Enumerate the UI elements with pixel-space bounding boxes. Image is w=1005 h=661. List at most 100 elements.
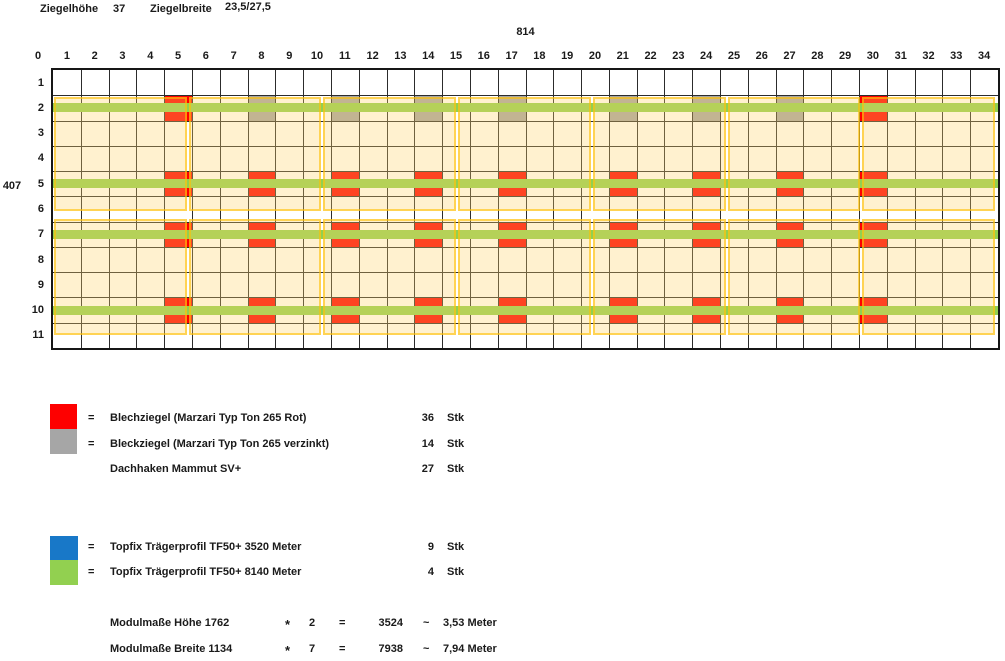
col-label-27: 27 (783, 50, 796, 62)
tile-width-label: Ziegelbreite (150, 3, 212, 15)
calc-result: 7938 (378, 643, 403, 655)
row-label-5: 5 (37, 177, 44, 190)
grid-col-labels: 0 1 2 3 4 5 6 7 8 9 10 11 12 13 14 15 16 17 18 19 20 21 22 23 24… (35, 50, 998, 63)
row-label-4: 4 (37, 152, 44, 165)
col-label-20: 20 (588, 50, 602, 62)
row-label-3: 3 (37, 127, 44, 140)
col-label-18: 18 (533, 50, 546, 62)
legend-qty: 4 (427, 566, 434, 578)
legend-row-profil-8140: = Topfix Trägerprofil TF50+ 8140 Meter 4… (0, 566, 1005, 580)
equals-sign: = (339, 643, 346, 655)
legend-label: Blechziegel (Marzari Typ Ton 265 Rot) (110, 412, 307, 424)
col-label-1: 1 (63, 50, 70, 62)
legend-unit: Stk (447, 566, 465, 578)
calc-label: Modulmaße Höhe 1762 (110, 617, 230, 629)
legend-label: Topfix Trägerprofil TF50+ 3520 Meter (110, 541, 302, 553)
calc-factor: 7 (309, 643, 316, 655)
approx-sign: ~ (423, 617, 430, 629)
origin-label: 0 (34, 50, 42, 62)
col-label-6: 6 (202, 50, 209, 62)
equals-sign: = (88, 566, 95, 578)
row-label-6: 6 (37, 203, 44, 215)
multiply-sign: * (285, 643, 291, 658)
col-label-23: 23 (672, 50, 685, 62)
tile-width-value: 23,5/27,5 (225, 1, 271, 13)
mounting-rail-green (53, 103, 998, 113)
grid-line-horizontal (53, 272, 998, 274)
legend-swatch-red (50, 404, 77, 429)
legend-qty: 14 (421, 438, 434, 450)
row-label-7: 7 (37, 228, 44, 241)
legend-unit: Stk (447, 412, 465, 424)
col-label-31: 31 (894, 50, 907, 62)
tile-height-label: Ziegelhöhe (40, 3, 99, 15)
col-label-14: 14 (422, 50, 435, 62)
legend-swatch-gray (50, 429, 77, 454)
col-label-26: 26 (755, 50, 768, 62)
row-label-8: 8 (37, 253, 44, 266)
tile-grid (51, 68, 1000, 350)
col-label-11: 11 (339, 50, 351, 62)
col-label-17: 17 (505, 50, 518, 62)
legend-row-blechziegel-verzinkt: = Bleckziegel (Marzari Typ Ton 265 verzi… (0, 438, 1005, 452)
equals-sign: = (88, 541, 95, 553)
col-label-21: 21 (616, 50, 629, 62)
legend-label: Dachhaken Mammut SV+ (110, 463, 242, 475)
equals-sign: = (88, 412, 95, 424)
grid-line-horizontal (53, 297, 998, 299)
col-label-5: 5 (175, 50, 182, 62)
calc-row-module-height: Modulmaße Höhe 1762 * 2 = 3524 ~ 3,53 Me… (0, 617, 1005, 632)
legend-label: Topfix Trägerprofil TF50+ 8140 Meter (110, 566, 302, 578)
col-label-13: 13 (394, 50, 407, 62)
col-label-12: 12 (366, 50, 379, 62)
grid-row-labels: 1 2 3 4 5 6 7 8 9 10 11 (24, 70, 44, 348)
grid-line-horizontal (53, 322, 998, 324)
legend-unit: Stk (447, 438, 465, 450)
mounting-rail-green (53, 229, 998, 239)
col-label-22: 22 (644, 50, 657, 62)
mounting-rail-green (53, 305, 998, 315)
legend-swatch-green (50, 560, 78, 585)
col-label-19: 19 (561, 50, 574, 62)
col-label-24: 24 (700, 50, 713, 62)
grid-line-horizontal (53, 221, 998, 223)
grid-line-horizontal (53, 95, 998, 97)
row-label-9: 9 (37, 278, 44, 291)
col-label-30: 30 (866, 50, 880, 62)
col-label-3: 3 (119, 50, 126, 62)
col-label-34: 34 (977, 50, 991, 62)
col-label-2: 2 (91, 50, 98, 62)
grid-width-dimension: 814 (516, 26, 535, 38)
grid-line-horizontal (53, 196, 998, 198)
col-label-33: 33 (950, 50, 963, 62)
equals-sign: = (339, 617, 346, 629)
col-label-29: 29 (839, 50, 852, 62)
row-label-11: 11 (32, 329, 44, 342)
col-label-9: 9 (286, 50, 293, 62)
legend-qty: 27 (421, 463, 434, 475)
calc-row-module-width: Modulmaße Breite 1134 * 7 = 7938 ~ 7,94 … (0, 643, 1005, 658)
calc-meters: 3,53 Meter (443, 617, 497, 629)
grid-line-horizontal (53, 171, 998, 173)
row-label-10: 10 (31, 304, 44, 317)
grid-line-horizontal (53, 246, 998, 248)
multiply-sign: * (285, 617, 291, 632)
legend-label: Bleckziegel (Marzari Typ Ton 265 verzink… (110, 438, 330, 450)
legend-qty: 9 (427, 541, 434, 553)
legend-row-profil-3520: = Topfix Trägerprofil TF50+ 3520 Meter 9… (0, 541, 1005, 555)
equals-sign: = (88, 438, 95, 450)
legend-row-blechziegel-rot: = Blechziegel (Marzari Typ Ton 265 Rot) … (0, 412, 1005, 426)
col-label-25: 25 (727, 50, 741, 62)
calc-label: Modulmaße Breite 1134 (110, 643, 233, 655)
row-label-1: 1 (37, 76, 44, 89)
legend-row-dachhaken: Dachhaken Mammut SV+ 27 Stk (0, 463, 1005, 477)
col-label-10: 10 (310, 50, 324, 62)
legend-qty: 36 (421, 412, 434, 424)
legend-unit: Stk (447, 463, 465, 475)
grid-height-dimension: 407 (2, 180, 22, 192)
calc-factor: 2 (309, 617, 316, 629)
col-label-32: 32 (922, 50, 935, 62)
legend-swatch-blue (50, 536, 78, 560)
legend-unit: Stk (447, 541, 465, 553)
col-label-7: 7 (230, 50, 237, 62)
